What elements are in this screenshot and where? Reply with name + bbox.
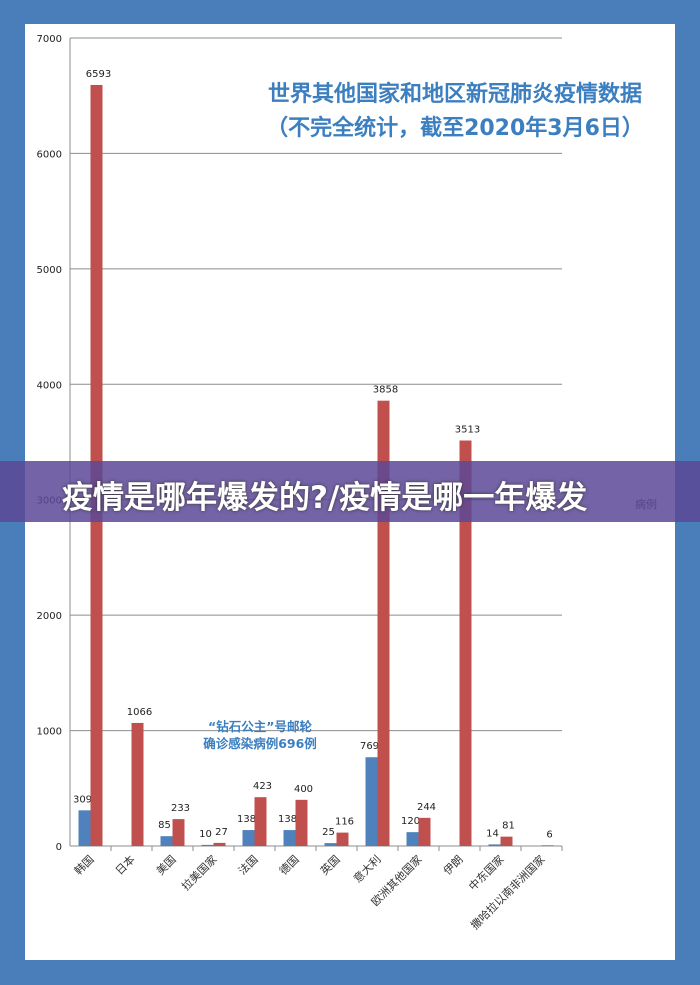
y-tick-label: 5000 <box>37 265 62 276</box>
bar <box>160 836 173 846</box>
x-tick-label: 中东国家 <box>466 852 507 893</box>
bar <box>365 757 378 846</box>
y-tick-label: 1000 <box>37 727 62 738</box>
data-label: 6593 <box>86 69 111 80</box>
x-tick-label: 意大利 <box>350 852 383 885</box>
y-tick-label: 6000 <box>37 149 62 160</box>
bar <box>541 845 554 846</box>
bar <box>336 832 349 846</box>
bar <box>254 797 267 846</box>
chart-title: 世界其他国家和地区新冠肺炎疫情数据 <box>267 82 642 107</box>
data-label: 138 <box>237 814 256 825</box>
annotation-line-2: 确诊感染病例696例 <box>203 736 317 751</box>
x-tick-label: 法国 <box>235 852 260 877</box>
data-label: 10 <box>199 829 212 840</box>
data-label: 25 <box>322 827 335 838</box>
x-tick-label: 德国 <box>276 852 301 877</box>
bar <box>295 799 308 846</box>
data-label: 27 <box>215 827 228 838</box>
x-tick-label: 撒哈拉以南非洲国家 <box>468 852 548 932</box>
bar <box>406 832 419 846</box>
headline-banner <box>0 461 700 522</box>
headline: 疫情是哪年爆发的?/疫情是哪一年爆发 <box>62 480 588 516</box>
data-label: 3513 <box>455 424 480 435</box>
data-label: 138 <box>278 814 297 825</box>
x-tick-label: 伊朗 <box>441 853 466 878</box>
data-label: 423 <box>253 781 272 792</box>
bar <box>78 810 91 846</box>
data-label: 81 <box>502 821 515 832</box>
data-label: 6 <box>546 829 552 840</box>
bar <box>201 844 214 846</box>
data-label: 3858 <box>373 385 398 396</box>
bar <box>418 817 431 846</box>
y-tick-label: 0 <box>56 842 62 853</box>
bar <box>213 842 226 846</box>
annotation-line-1: “钻石公主”号邮轮 <box>208 719 312 734</box>
bar <box>242 830 255 846</box>
data-label: 85 <box>158 820 171 831</box>
data-label: 116 <box>335 817 354 828</box>
y-tick-label: 7000 <box>37 34 62 45</box>
data-label: 400 <box>294 784 313 795</box>
data-label: 244 <box>417 802 436 813</box>
data-label: 309 <box>73 794 92 805</box>
cruise-annotation: “钻石公主”号邮轮 确诊感染病例696例 <box>175 718 345 752</box>
data-label: 233 <box>171 803 190 814</box>
bar <box>283 830 296 846</box>
bar <box>459 440 472 846</box>
bar <box>131 722 144 846</box>
y-tick-label: 2000 <box>37 611 62 622</box>
x-tick-label: 美国 <box>154 853 179 878</box>
x-tick-label: 英国 <box>317 852 342 877</box>
chart-subtitle: （不完全统计，截至2020年3月6日） <box>266 116 644 141</box>
data-label: 1066 <box>127 707 152 718</box>
x-tick-label: 拉美国家 <box>179 852 220 893</box>
bar <box>488 844 501 846</box>
bar <box>500 836 513 846</box>
bar <box>324 843 337 846</box>
data-label: 120 <box>401 816 420 827</box>
data-label: 769 <box>360 741 379 752</box>
bar <box>172 819 185 846</box>
x-tick-label: 韩国 <box>71 852 96 877</box>
x-tick-label: 日本 <box>112 852 137 877</box>
data-label: 14 <box>486 828 499 839</box>
y-tick-label: 4000 <box>37 380 62 391</box>
